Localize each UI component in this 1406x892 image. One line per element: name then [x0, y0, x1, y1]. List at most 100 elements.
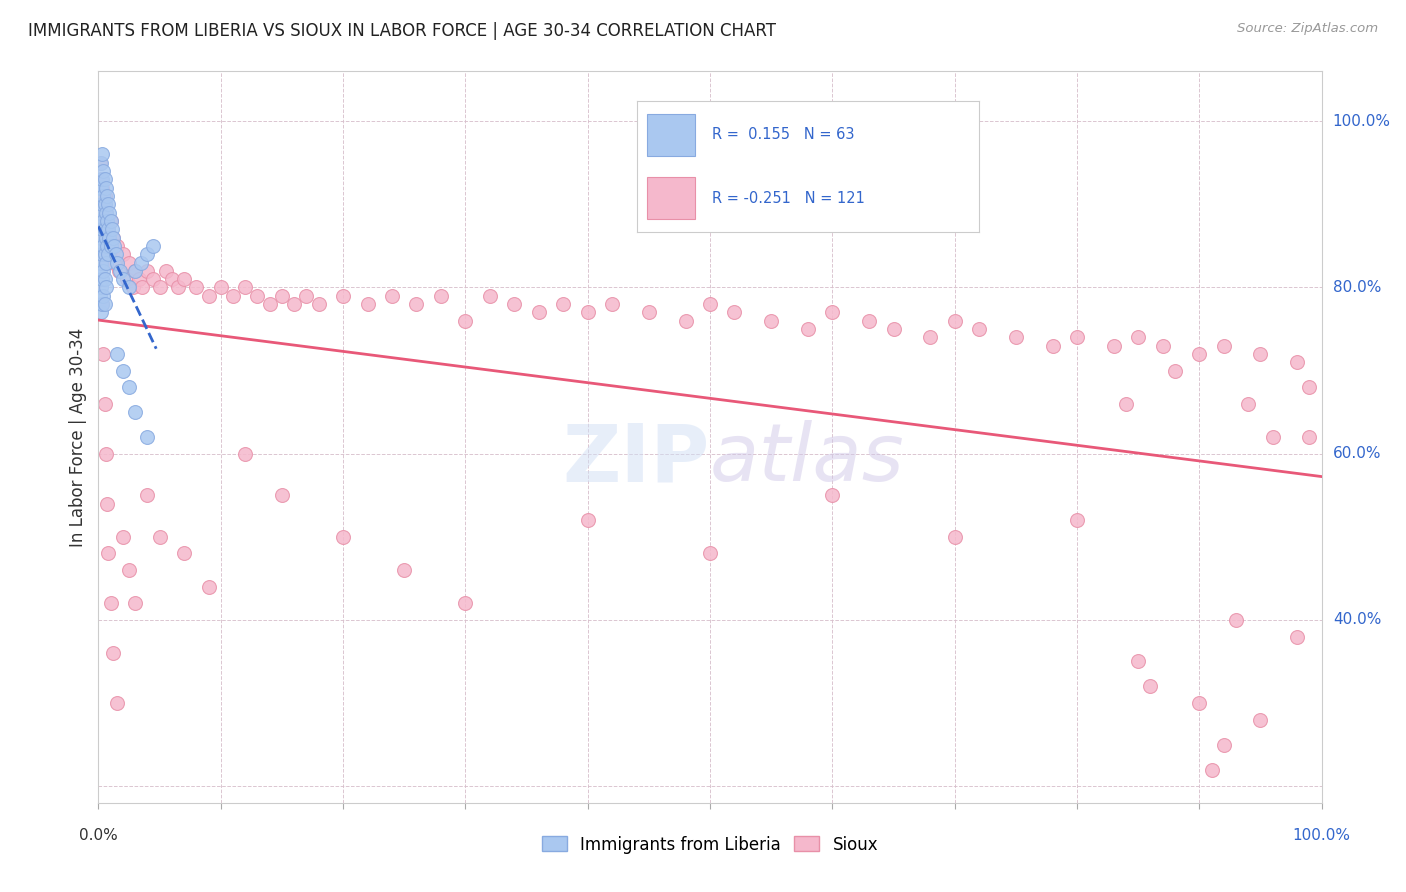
- Point: [553, 297, 575, 311]
- Point: [93, 297, 115, 311]
- Point: [142, 272, 165, 286]
- Point: [124, 264, 146, 278]
- Point: [1201, 763, 1223, 777]
- Point: [91, 272, 114, 286]
- Point: [920, 330, 942, 344]
- Point: [149, 280, 172, 294]
- Point: [527, 305, 550, 319]
- Point: [118, 280, 141, 294]
- Point: [1128, 330, 1150, 344]
- Point: [97, 247, 120, 261]
- Point: [1128, 655, 1150, 669]
- Point: [270, 488, 294, 502]
- Point: [124, 596, 146, 610]
- Point: [100, 214, 122, 228]
- Point: [90, 255, 112, 269]
- Point: [105, 239, 128, 253]
- Point: [699, 297, 721, 311]
- Point: [101, 230, 124, 244]
- Point: [90, 156, 112, 170]
- Point: [1212, 738, 1234, 752]
- Point: [118, 380, 141, 394]
- Point: [94, 255, 117, 269]
- Point: [90, 180, 112, 194]
- Text: 80.0%: 80.0%: [1333, 280, 1381, 295]
- Point: [90, 305, 112, 319]
- Point: [115, 272, 138, 286]
- Point: [98, 230, 121, 244]
- Point: [94, 280, 117, 294]
- Point: [121, 280, 143, 294]
- Point: [118, 255, 141, 269]
- Point: [118, 563, 141, 577]
- Point: [97, 222, 120, 236]
- Point: [105, 347, 128, 361]
- Text: 100.0%: 100.0%: [1333, 114, 1391, 128]
- Point: [98, 205, 121, 219]
- Point: [105, 696, 128, 710]
- Point: [90, 205, 112, 219]
- Point: [91, 347, 114, 361]
- Point: [1066, 330, 1088, 344]
- Point: [222, 289, 245, 303]
- Point: [131, 280, 153, 294]
- Point: [1237, 397, 1260, 411]
- Point: [1139, 680, 1161, 694]
- Point: [1298, 430, 1320, 444]
- Point: [94, 255, 117, 269]
- Text: ZIP: ZIP: [562, 420, 710, 498]
- Point: [136, 264, 159, 278]
- Point: [103, 255, 125, 269]
- Point: [91, 264, 114, 278]
- Point: [91, 164, 114, 178]
- Point: [93, 197, 115, 211]
- Legend: Immigrants from Liberia, Sioux: Immigrants from Liberia, Sioux: [536, 829, 884, 860]
- Text: Source: ZipAtlas.com: Source: ZipAtlas.com: [1237, 22, 1378, 36]
- Point: [295, 289, 318, 303]
- Point: [91, 297, 114, 311]
- Point: [883, 322, 905, 336]
- Point: [96, 222, 118, 236]
- Point: [91, 222, 114, 236]
- Point: [93, 397, 115, 411]
- Point: [94, 180, 117, 194]
- Point: [454, 596, 477, 610]
- Point: [761, 314, 783, 328]
- Point: [90, 280, 112, 294]
- Point: [308, 297, 330, 311]
- Point: [96, 214, 118, 228]
- Point: [155, 264, 177, 278]
- Point: [1261, 430, 1284, 444]
- Point: [103, 239, 125, 253]
- Point: [96, 189, 118, 203]
- Point: [1212, 339, 1234, 353]
- Point: [94, 205, 117, 219]
- Point: [89, 180, 111, 194]
- Point: [576, 513, 599, 527]
- Point: [91, 239, 114, 253]
- Text: IMMIGRANTS FROM LIBERIA VS SIOUX IN LABOR FORCE | AGE 30-34 CORRELATION CHART: IMMIGRANTS FROM LIBERIA VS SIOUX IN LABO…: [28, 22, 776, 40]
- Point: [110, 264, 132, 278]
- Point: [136, 488, 159, 502]
- Point: [1152, 339, 1174, 353]
- Point: [503, 297, 526, 311]
- Point: [1225, 613, 1247, 627]
- Point: [797, 322, 820, 336]
- Point: [101, 646, 124, 660]
- Point: [91, 289, 114, 303]
- Point: [405, 297, 427, 311]
- Text: atlas: atlas: [710, 420, 905, 498]
- Point: [173, 272, 195, 286]
- Point: [1286, 630, 1309, 644]
- Point: [91, 247, 114, 261]
- Point: [96, 239, 118, 253]
- Point: [105, 255, 128, 269]
- Point: [93, 189, 115, 203]
- Point: [259, 297, 281, 311]
- Point: [1249, 713, 1271, 727]
- Point: [90, 172, 112, 186]
- Point: [1286, 355, 1309, 369]
- Point: [186, 280, 208, 294]
- Point: [699, 546, 721, 560]
- Point: [94, 205, 117, 219]
